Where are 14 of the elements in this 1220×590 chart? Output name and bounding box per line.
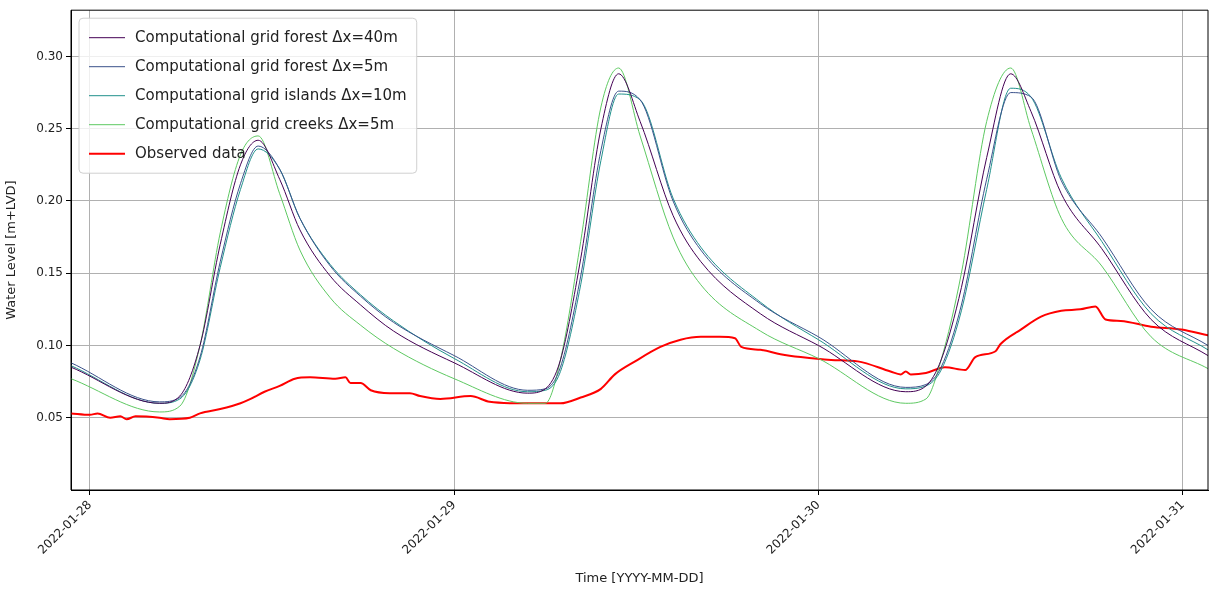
y-axis-title: Water Level [m+LVD] bbox=[3, 180, 19, 320]
y-tick-label: 0.25 bbox=[36, 120, 63, 135]
legend-label: Computational grid forest Δx=5m bbox=[135, 56, 389, 75]
legend-label: Computational grid creeks Δx=5m bbox=[135, 114, 395, 133]
y-tick-label: 0.10 bbox=[36, 337, 63, 352]
legend-label: Observed data bbox=[135, 143, 246, 162]
y-tick-label: 0.30 bbox=[36, 48, 63, 63]
y-tick-label: 0.20 bbox=[36, 193, 63, 208]
y-tick-label: 0.15 bbox=[36, 265, 63, 280]
legend-label: Computational grid islands Δx=10m bbox=[135, 85, 407, 104]
line-series bbox=[71, 305, 1208, 421]
x-axis-title: Time [YYYY-MM-DD] bbox=[574, 569, 704, 585]
y-tick-label: 0.05 bbox=[36, 409, 63, 424]
legend-label: Computational grid forest Δx=40m bbox=[135, 27, 398, 46]
